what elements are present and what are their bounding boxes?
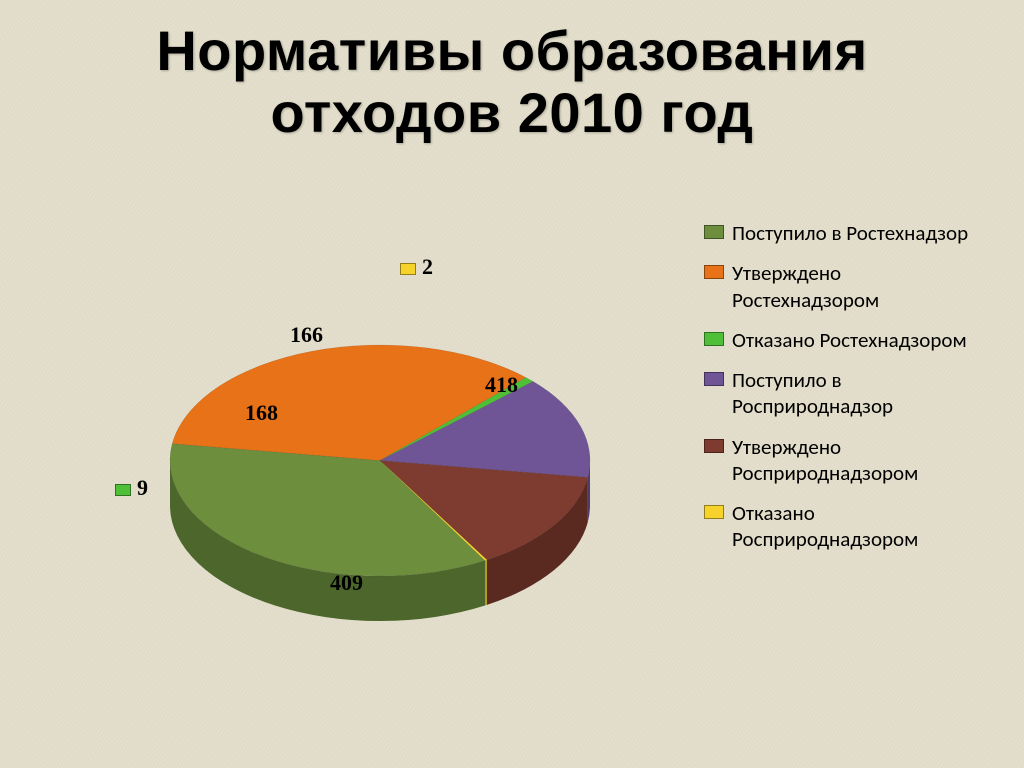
pie-side (485, 559, 487, 605)
data-label-text: 166 (290, 322, 323, 347)
legend: Поступило в Ростехнадзор Утверждено Росте… (704, 220, 984, 567)
legend-item: Утверждено Росприроднадзором (704, 434, 984, 487)
legend-swatch (704, 332, 724, 346)
legend-label: Поступило в Росприроднадзор (732, 367, 984, 420)
legend-label: Отказано Росприроднадзором (732, 500, 984, 553)
pie-data-label: 2 (400, 254, 433, 280)
data-label-text: 409 (330, 570, 363, 595)
legend-item: Отказано Ростехнадзором (704, 327, 984, 353)
legend-swatch (704, 225, 724, 239)
legend-label: Утверждено Ростехнадзором (732, 260, 984, 313)
pie-data-label: 168 (245, 400, 278, 426)
legend-item: Утверждено Ростехнадзором (704, 260, 984, 313)
legend-swatch (704, 505, 724, 519)
legend-item: Отказано Росприроднадзором (704, 500, 984, 553)
legend-swatch (704, 265, 724, 279)
data-label-swatch (115, 484, 131, 496)
pie-data-label: 166 (290, 322, 323, 348)
data-label-text: 418 (485, 372, 518, 397)
slide-title: Нормативы образованияотходов 2010 год (0, 20, 1024, 143)
slide: Нормативы образованияотходов 2010 год По… (0, 0, 1024, 768)
pie-chart (130, 305, 630, 666)
data-label-text: 168 (245, 400, 278, 425)
legend-label: Утверждено Росприроднадзором (732, 434, 984, 487)
legend-item: Поступило в Ростехнадзор (704, 220, 984, 246)
data-label-text: 2 (422, 254, 433, 279)
pie-svg (130, 305, 630, 661)
legend-swatch (704, 439, 724, 453)
pie-data-label: 9 (115, 475, 148, 501)
pie-data-label: 418 (485, 372, 518, 398)
data-label-text: 9 (137, 475, 148, 500)
legend-item: Поступило в Росприроднадзор (704, 367, 984, 420)
legend-label: Поступило в Ростехнадзор (732, 220, 968, 246)
data-label-swatch (400, 263, 416, 275)
legend-label: Отказано Ростехнадзором (732, 327, 967, 353)
legend-swatch (704, 372, 724, 386)
title-line1: Нормативы образования (156, 19, 867, 82)
pie-data-label: 409 (330, 570, 363, 596)
title-line2: отходов 2010 год (271, 81, 754, 144)
